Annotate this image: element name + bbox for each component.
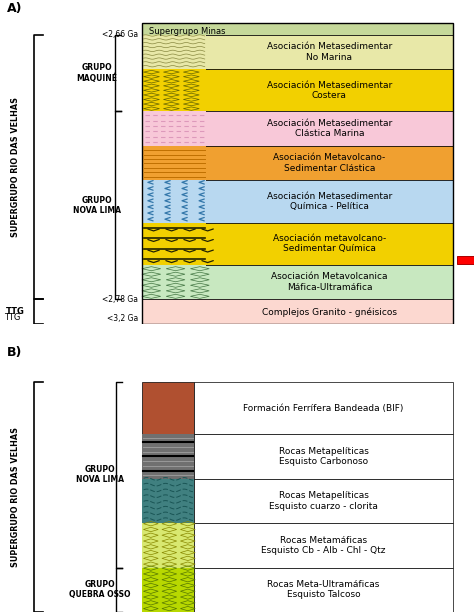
Text: Asociación Metasedimentar
Costera: Asociación Metasedimentar Costera [267,81,392,100]
Bar [142,146,453,181]
Bar [142,479,194,523]
Text: Rocas Metapelíticas
Esquisto Carbonoso: Rocas Metapelíticas Esquisto Carbonoso [279,447,368,466]
Bar [142,479,194,523]
Text: Rocas Metamáficas
Esquisto Cb - Alb - Chl - Qtz: Rocas Metamáficas Esquisto Cb - Alb - Ch… [261,536,386,555]
Bar [194,567,453,612]
Bar [194,434,453,479]
Text: GRUPO
QUEBRA OSSO: GRUPO QUEBRA OSSO [69,580,130,600]
Text: <2,66 Ga: <2,66 Ga [102,30,138,39]
Bar [142,567,194,612]
Text: <3,2 Ga: <3,2 Ga [107,315,138,323]
Text: SUPERGRUPO RIO DAS VELHAS: SUPERGRUPO RIO DAS VELHAS [11,97,19,237]
Text: Asociación Metasedimentar
No Marina: Asociación Metasedimentar No Marina [267,42,392,62]
Text: Asociación Metavolcanica
Máfica-Ultramáfica: Asociación Metavolcanica Máfica-Ultramáf… [271,272,388,292]
Bar [142,567,194,612]
Bar [142,434,194,479]
Text: Rocas Meta-Ultramáficas
Esquisto Talcoso: Rocas Meta-Ultramáficas Esquisto Talcoso [267,580,380,600]
Text: Supergrupo Minas: Supergrupo Minas [149,28,226,36]
Text: Complejos Granito - gnéisicos: Complejos Granito - gnéisicos [262,307,397,316]
Bar [194,479,453,523]
Bar [142,223,453,265]
Text: Rocas Metapelíticas
Esquisto cuarzo - clorita: Rocas Metapelíticas Esquisto cuarzo - cl… [269,491,378,510]
Text: GRUPO
NOVA LIMA: GRUPO NOVA LIMA [73,196,121,215]
Bar [194,382,453,434]
Bar [142,69,453,111]
Text: B): B) [7,346,22,359]
Bar [142,34,206,69]
Bar [142,181,453,223]
Text: <2,78 Ga: <2,78 Ga [102,295,138,304]
Bar [142,523,194,567]
Bar [142,382,194,434]
Text: Asociación Metasedimentar
Química - Pelítica: Asociación Metasedimentar Química - Pelí… [267,192,392,211]
Bar [142,434,194,479]
Bar [142,223,206,265]
Bar [142,111,206,146]
Bar [142,265,453,299]
Text: A): A) [7,2,23,15]
Text: Asociación Metavolcano-
Sedimentar Clástica: Asociación Metavolcano- Sedimentar Clást… [273,154,385,173]
Bar [142,111,453,146]
Text: TTG: TTG [4,313,20,322]
Bar [142,299,453,324]
Bar [142,23,453,34]
Text: Asociación metavolcano-
Sedimentar Química: Asociación metavolcano- Sedimentar Quími… [273,234,386,253]
Text: Formación Ferrífera Bandeada (BIF): Formación Ferrífera Bandeada (BIF) [243,403,404,412]
Bar [142,69,206,111]
Text: SUPERGRUPO RIO DAS VELHAS: SUPERGRUPO RIO DAS VELHAS [11,427,19,567]
Bar [142,23,453,324]
Text: Asociación Metasedimentar
Clástica Marina: Asociación Metasedimentar Clástica Marin… [267,119,392,138]
Bar [142,265,206,299]
Bar [142,34,453,69]
Bar [457,256,474,264]
Bar [142,523,194,567]
Text: TTG: TTG [6,307,25,316]
Bar [142,181,206,223]
Bar [194,523,453,567]
Text: GRUPO
NOVA LIMA: GRUPO NOVA LIMA [75,465,124,485]
Text: GRUPO
MAQUINÉ: GRUPO MAQUINÉ [77,63,118,83]
Bar [142,146,206,181]
